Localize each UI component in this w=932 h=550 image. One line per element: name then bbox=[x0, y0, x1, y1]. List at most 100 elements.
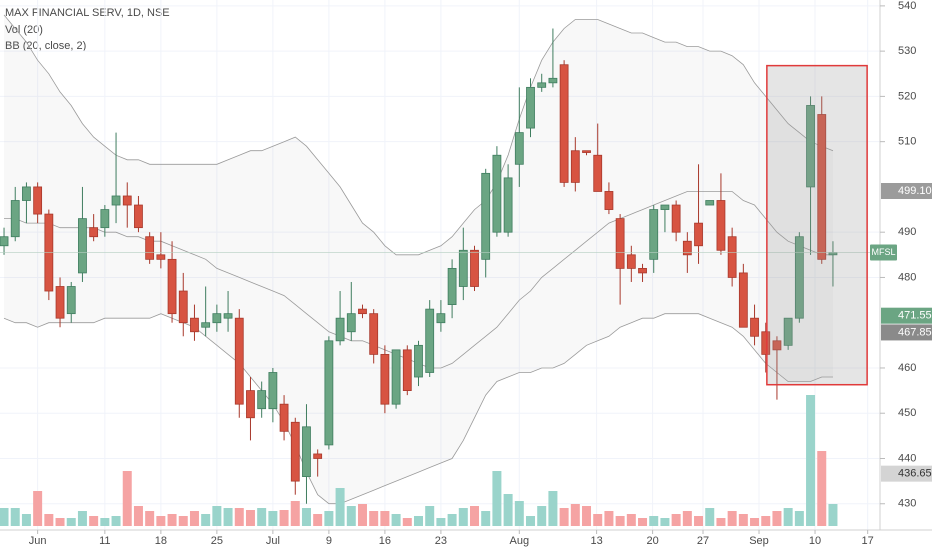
volume-bar bbox=[66, 518, 76, 526]
candle-body bbox=[638, 267, 647, 274]
volume-bar bbox=[671, 514, 681, 526]
y-tick-label: 440 bbox=[898, 452, 916, 464]
candle-body bbox=[122, 195, 132, 206]
volume-bar bbox=[492, 471, 502, 526]
candle-body bbox=[772, 340, 782, 351]
volume-bar bbox=[133, 506, 143, 526]
volume-bar bbox=[503, 494, 513, 526]
volume-bar bbox=[828, 504, 838, 526]
candle-body bbox=[806, 105, 815, 188]
volume-bar bbox=[313, 514, 323, 526]
volume-bar bbox=[526, 516, 536, 526]
price-badge-label: 436.65 bbox=[898, 468, 932, 480]
candle-body bbox=[526, 86, 535, 129]
x-tick-label: Sep bbox=[749, 535, 769, 547]
y-tick-label: 460 bbox=[898, 362, 916, 374]
candle-body bbox=[145, 236, 155, 260]
price-badge-label: 467.85 bbox=[898, 326, 932, 338]
x-tick-label: 23 bbox=[435, 535, 447, 547]
volume-bar bbox=[21, 514, 31, 526]
candle-body bbox=[514, 132, 524, 165]
volume-bar bbox=[380, 511, 390, 526]
candle-body bbox=[626, 254, 636, 269]
candle-body bbox=[604, 191, 614, 210]
x-tick-label: 18 bbox=[155, 535, 167, 547]
volume-bar bbox=[817, 451, 827, 526]
candle-body bbox=[313, 453, 323, 459]
volume-bar bbox=[604, 511, 614, 526]
volume-bar bbox=[682, 511, 692, 526]
x-tick-label: 9 bbox=[326, 535, 332, 547]
y-tick-label: 450 bbox=[898, 407, 916, 419]
x-tick-label: 13 bbox=[590, 535, 602, 547]
candle-body bbox=[0, 236, 9, 247]
price-badge bbox=[881, 307, 932, 324]
volume-bar bbox=[167, 514, 177, 526]
volume-bar bbox=[660, 518, 670, 526]
candle-body bbox=[335, 317, 345, 342]
candle-body bbox=[660, 204, 670, 210]
volume-bar bbox=[234, 508, 244, 526]
y-tick-label: 480 bbox=[898, 271, 916, 283]
volume-bar bbox=[413, 516, 423, 526]
candle-body bbox=[447, 267, 457, 306]
volume-bar bbox=[783, 508, 793, 526]
y-tick-label: 490 bbox=[898, 226, 916, 238]
candle-body bbox=[436, 313, 446, 324]
volume-bar bbox=[33, 491, 43, 526]
candle-body bbox=[593, 154, 603, 192]
x-tick-label: 27 bbox=[697, 535, 709, 547]
last-price-label: MFSL bbox=[871, 247, 895, 257]
volume-bar bbox=[201, 514, 211, 526]
volume-bar bbox=[335, 488, 345, 526]
volume-bar bbox=[727, 511, 737, 526]
volume-bar bbox=[257, 508, 267, 526]
x-tick-label: 16 bbox=[379, 535, 391, 547]
volume-bar bbox=[189, 511, 199, 526]
volume-bar bbox=[324, 511, 334, 526]
x-tick-label: Aug bbox=[510, 535, 530, 547]
volume-bar bbox=[750, 518, 760, 526]
volume-bar bbox=[806, 395, 816, 526]
band-line bbox=[3, 14, 834, 256]
price-badge-label: 471.55 bbox=[898, 310, 932, 322]
x-tick-label: 25 bbox=[211, 535, 223, 547]
volume-bar bbox=[425, 506, 435, 526]
candle-body bbox=[380, 353, 390, 405]
volume-bar bbox=[279, 510, 289, 526]
candle-body bbox=[705, 200, 715, 206]
candle-body bbox=[302, 426, 311, 477]
candle-body bbox=[503, 177, 513, 233]
candle-body bbox=[537, 82, 547, 88]
candle-body bbox=[458, 249, 468, 287]
volume-bar bbox=[514, 501, 524, 526]
volume-bar bbox=[436, 518, 446, 526]
y-tick-label: 540 bbox=[898, 0, 916, 12]
price-badge bbox=[881, 324, 932, 341]
candle-body bbox=[649, 209, 659, 260]
candle-body bbox=[279, 403, 289, 432]
candle-body bbox=[234, 317, 244, 405]
candle-body bbox=[167, 258, 177, 315]
candle-body bbox=[156, 254, 166, 260]
volume-bar bbox=[268, 511, 278, 526]
volume-bar bbox=[156, 516, 166, 526]
y-tick-label: 520 bbox=[898, 90, 916, 102]
volume-bar bbox=[245, 510, 255, 526]
band-line bbox=[3, 313, 833, 505]
candle-body bbox=[548, 77, 558, 84]
candle-body bbox=[783, 317, 793, 346]
volume-bar bbox=[794, 511, 804, 526]
volume-bar bbox=[223, 508, 233, 526]
chart-title: MAX FINANCIAL SERV, 1D, NSE bbox=[5, 7, 170, 19]
candle-body bbox=[257, 390, 267, 410]
x-tick-label: 10 bbox=[809, 535, 821, 547]
volume-bar bbox=[570, 504, 580, 526]
volume-bar bbox=[391, 514, 401, 526]
candle-body bbox=[66, 286, 76, 315]
volume-bar bbox=[89, 516, 99, 526]
volume-bar bbox=[111, 516, 121, 526]
candle-body bbox=[246, 390, 255, 419]
volume-bar bbox=[716, 518, 726, 526]
